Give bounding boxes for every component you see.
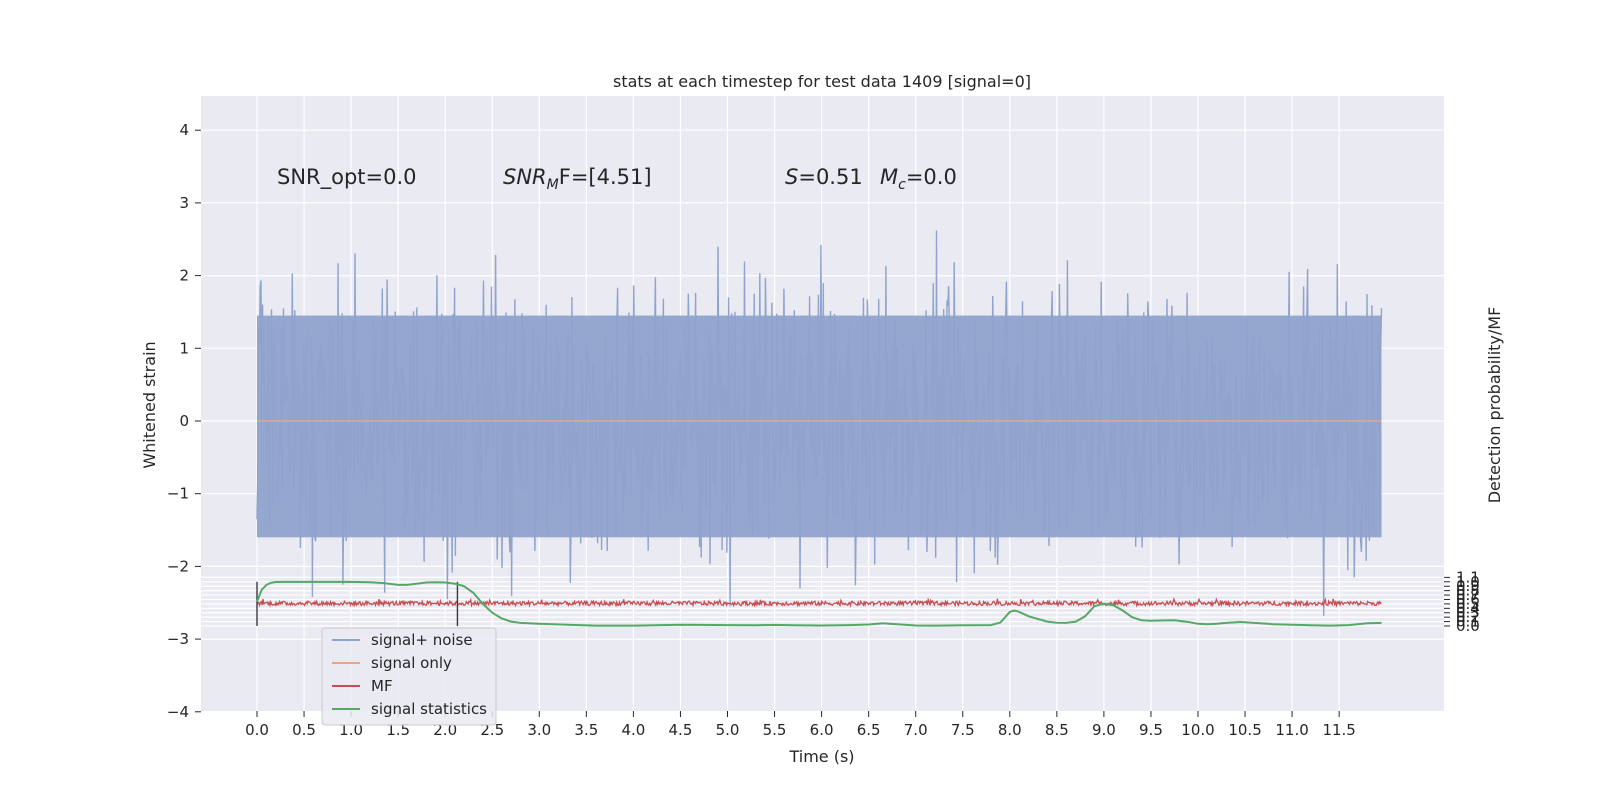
- x-tick-label: 5.0: [716, 721, 740, 739]
- s-symbol: S: [785, 165, 798, 189]
- mc-annotation: Mc=0.0: [880, 165, 957, 193]
- left-y-tick-label: −3: [167, 630, 189, 648]
- x-tick-label: 8.0: [998, 721, 1022, 739]
- mc-symbol: M: [880, 165, 898, 189]
- left-y-tick-label: 0: [179, 412, 189, 430]
- x-tick-label: 4.5: [669, 721, 693, 739]
- snr-mf-symbol: SNR: [503, 165, 547, 189]
- mf-series: [256, 597, 1382, 608]
- right-y-tick-label: 0.1: [1456, 613, 1480, 631]
- right-y-tick-label: 0.8: [1456, 582, 1480, 600]
- mc-subscript: c: [898, 177, 906, 193]
- legend-label-signal-noise: signal+ noise: [371, 631, 473, 649]
- legend-label-signal-only: signal only: [371, 654, 452, 672]
- x-tick-label: 0.5: [292, 721, 316, 739]
- x-tick-label: 5.5: [763, 721, 787, 739]
- left-y-axis-ticks: −4 −3 −2 −1 0 1 2 3 4: [167, 121, 201, 721]
- s-value: =0.51: [798, 165, 862, 189]
- x-tick-label: 10.0: [1181, 721, 1214, 739]
- right-y-tick-label: 0.0: [1456, 617, 1480, 635]
- chart-title: stats at each timestep for test data 140…: [613, 72, 1031, 91]
- x-tick-label: 9.5: [1139, 721, 1163, 739]
- right-y-tick-label: 0.5: [1456, 595, 1480, 613]
- x-tick-label: 7.0: [904, 721, 928, 739]
- signal-noise-series: [256, 230, 1383, 616]
- signal-statistics-series: [256, 580, 1382, 627]
- legend: signal+ noise signal only MF signal stat…: [321, 627, 497, 726]
- left-y-tick-label: −1: [167, 485, 189, 503]
- x-tick-label: 11.0: [1275, 721, 1308, 739]
- left-y-tick-label: −2: [167, 557, 189, 575]
- right-y-tick-label: 1.1: [1456, 568, 1480, 586]
- snr-mf-value: F=[4.51]: [559, 165, 652, 189]
- left-y-tick-label: 2: [179, 267, 189, 285]
- legend-box: [321, 627, 497, 726]
- signal-noise-line: [256, 230, 1383, 616]
- s-annotation: S=0.51: [785, 165, 863, 189]
- right-y-tick-label: 0.7: [1456, 586, 1480, 604]
- x-tick-label: 0.0: [245, 721, 269, 739]
- snr-mf-annotation: SNRMF=[4.51]: [503, 165, 652, 193]
- left-y-tick-label: −4: [167, 703, 189, 721]
- x-axis-ticks: 0.0 0.5 1.0 1.5 2.0 2.5 3.0 3.5 4.0 4.5 5.0 5.5 6.0 6…: [245, 711, 1356, 739]
- left-y-axis-label: Whitened strain: [140, 341, 159, 468]
- x-tick-label: 3.5: [574, 721, 598, 739]
- snr-opt-annotation: SNR_opt=0.0: [277, 165, 417, 190]
- signal-statistics-line: [256, 580, 1382, 627]
- right-y-tick-label: 0.9: [1456, 577, 1480, 595]
- x-tick-label: 6.5: [857, 721, 881, 739]
- left-y-tick-label: 1: [179, 339, 189, 357]
- right-y-axis-label: Detection probability/MF: [1485, 307, 1504, 504]
- right-y-tick-label: 0.4: [1456, 599, 1480, 617]
- left-y-tick-label: 4: [179, 121, 189, 139]
- left-y-tick-label: 3: [179, 194, 189, 212]
- vertical-markers: [256, 581, 459, 626]
- right-y-tick-label: 1.0: [1456, 573, 1480, 591]
- mf-line: [256, 597, 1382, 608]
- x-tick-label: 9.0: [1092, 721, 1116, 739]
- x-tick-label: 11.5: [1322, 721, 1355, 739]
- right-y-axis-ticks: 0.00.10.20.30.40.50.60.70.80.91.01.1: [1444, 568, 1480, 635]
- right-y-tick-label: 0.3: [1456, 604, 1480, 622]
- x-tick-label: 4.0: [621, 721, 645, 739]
- legend-label-signal-statistics: signal statistics: [371, 700, 487, 718]
- right-y-tick-label: 0.6: [1456, 590, 1480, 608]
- snr-mf-subscript: M: [547, 177, 559, 193]
- right-y-tick-label: 0.2: [1456, 608, 1480, 626]
- x-tick-label: 8.5: [1045, 721, 1069, 739]
- x-tick-label: 3.0: [527, 721, 551, 739]
- x-tick-label: 7.5: [951, 721, 975, 739]
- x-axis-label: Time (s): [788, 747, 854, 766]
- legend-label-mf: MF: [371, 677, 393, 695]
- x-tick-label: 10.5: [1228, 721, 1261, 739]
- mc-value: =0.0: [906, 165, 957, 189]
- x-tick-label: 6.0: [810, 721, 834, 739]
